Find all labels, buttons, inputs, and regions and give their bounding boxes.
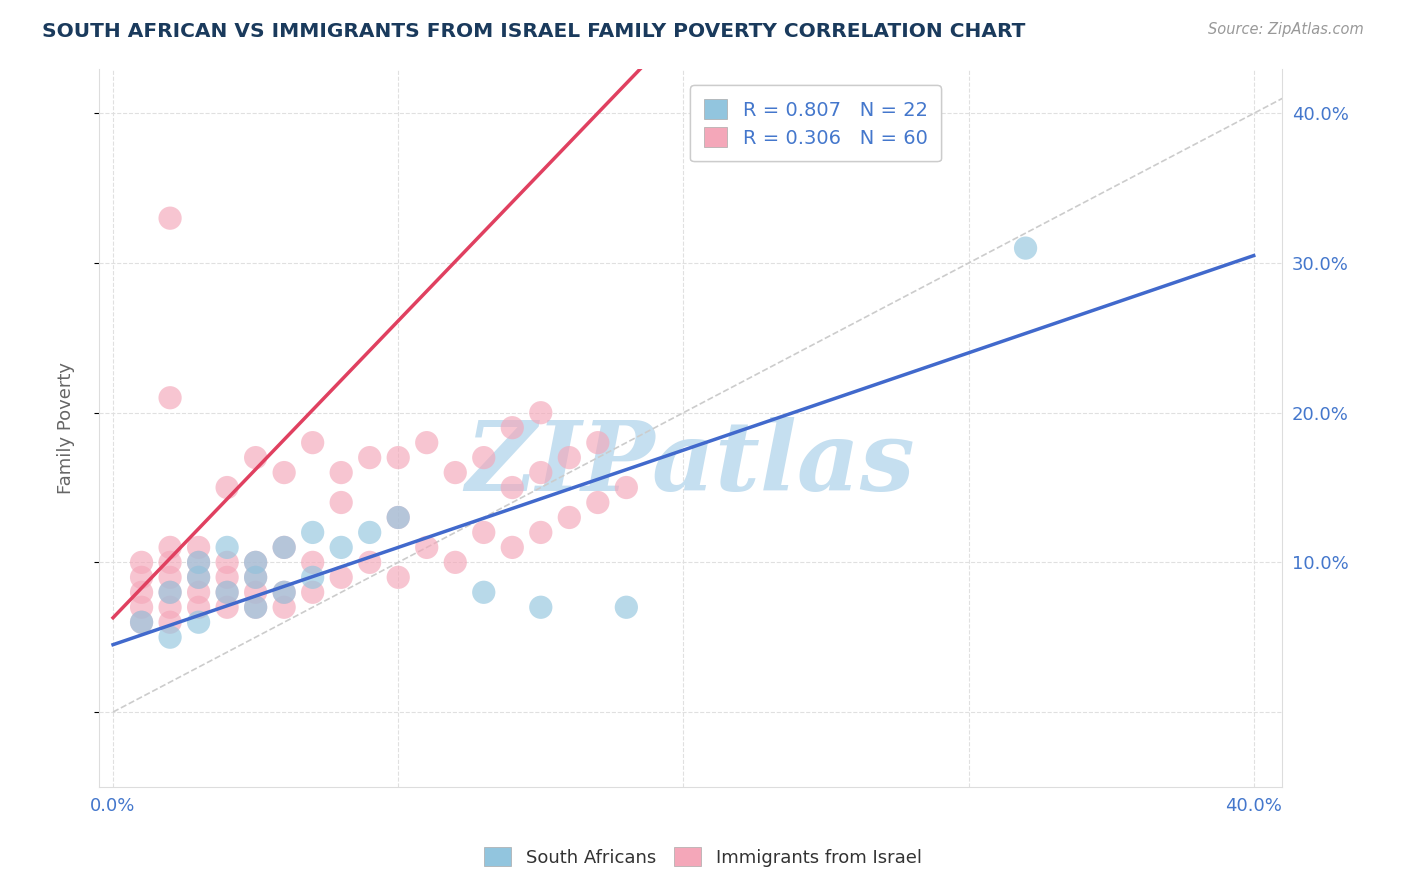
Point — [273, 600, 295, 615]
Point — [501, 481, 523, 495]
Point — [159, 585, 181, 599]
Point — [586, 495, 609, 509]
Point — [416, 435, 439, 450]
Point — [273, 585, 295, 599]
Point — [301, 585, 323, 599]
Point — [330, 495, 353, 509]
Point — [330, 570, 353, 584]
Point — [301, 435, 323, 450]
Point — [217, 600, 239, 615]
Point — [131, 615, 153, 630]
Point — [530, 406, 553, 420]
Point — [187, 570, 209, 584]
Legend: South Africans, Immigrants from Israel: South Africans, Immigrants from Israel — [477, 840, 929, 874]
Point — [359, 450, 381, 465]
Point — [472, 525, 495, 540]
Point — [444, 555, 467, 569]
Point — [245, 555, 267, 569]
Point — [245, 600, 267, 615]
Point — [558, 450, 581, 465]
Point — [187, 585, 209, 599]
Point — [245, 600, 267, 615]
Point — [501, 420, 523, 434]
Point — [159, 630, 181, 644]
Point — [301, 570, 323, 584]
Point — [245, 570, 267, 584]
Point — [159, 391, 181, 405]
Point — [387, 510, 409, 524]
Point — [387, 570, 409, 584]
Point — [187, 555, 209, 569]
Point — [387, 450, 409, 465]
Point — [301, 555, 323, 569]
Point — [217, 570, 239, 584]
Point — [472, 585, 495, 599]
Point — [159, 211, 181, 226]
Point — [245, 555, 267, 569]
Point — [159, 570, 181, 584]
Point — [159, 615, 181, 630]
Point — [245, 570, 267, 584]
Point — [159, 585, 181, 599]
Point — [330, 541, 353, 555]
Point — [472, 450, 495, 465]
Point — [359, 525, 381, 540]
Point — [273, 585, 295, 599]
Point — [614, 600, 637, 615]
Point — [131, 600, 153, 615]
Point — [159, 600, 181, 615]
Point — [131, 555, 153, 569]
Point — [159, 555, 181, 569]
Point — [217, 555, 239, 569]
Point — [131, 585, 153, 599]
Y-axis label: Family Poverty: Family Poverty — [58, 361, 75, 493]
Point — [330, 466, 353, 480]
Text: Source: ZipAtlas.com: Source: ZipAtlas.com — [1208, 22, 1364, 37]
Point — [217, 585, 239, 599]
Point — [273, 541, 295, 555]
Point — [217, 585, 239, 599]
Point — [586, 435, 609, 450]
Point — [301, 525, 323, 540]
Point — [558, 510, 581, 524]
Point — [273, 541, 295, 555]
Point — [416, 541, 439, 555]
Point — [501, 541, 523, 555]
Point — [273, 466, 295, 480]
Point — [187, 570, 209, 584]
Point — [530, 466, 553, 480]
Point — [530, 525, 553, 540]
Point — [159, 541, 181, 555]
Text: SOUTH AFRICAN VS IMMIGRANTS FROM ISRAEL FAMILY POVERTY CORRELATION CHART: SOUTH AFRICAN VS IMMIGRANTS FROM ISRAEL … — [42, 22, 1025, 41]
Point — [217, 541, 239, 555]
Point — [187, 600, 209, 615]
Point — [187, 541, 209, 555]
Point — [1014, 241, 1036, 255]
Legend: R = 0.807   N = 22, R = 0.306   N = 60: R = 0.807 N = 22, R = 0.306 N = 60 — [690, 86, 941, 161]
Point — [187, 615, 209, 630]
Point — [387, 510, 409, 524]
Text: ZIPatlas: ZIPatlas — [465, 417, 915, 510]
Point — [217, 481, 239, 495]
Point — [187, 555, 209, 569]
Point — [245, 450, 267, 465]
Point — [131, 615, 153, 630]
Point — [131, 570, 153, 584]
Point — [245, 585, 267, 599]
Point — [359, 555, 381, 569]
Point — [614, 481, 637, 495]
Point — [444, 466, 467, 480]
Point — [530, 600, 553, 615]
